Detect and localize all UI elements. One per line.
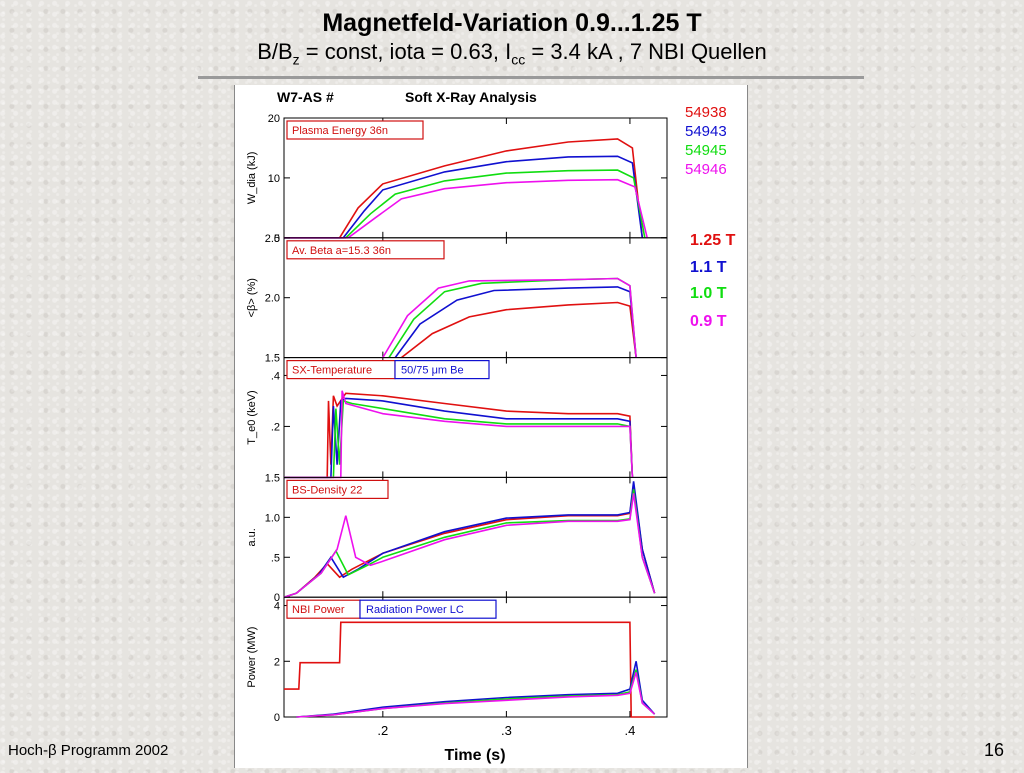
series-line-1-54946 xyxy=(382,277,637,359)
subtitle-part-2: = const, iota = 0.63, I xyxy=(299,39,512,64)
panel-label-1: Av. Beta a=15.3 36n xyxy=(292,245,391,257)
legend-shot-54938: 54938 xyxy=(685,104,727,121)
ytick-label-1-0: 1.5 xyxy=(265,353,280,365)
legend-shot-54946: 54946 xyxy=(685,161,727,178)
ytick-label-0-1: 10 xyxy=(268,173,280,185)
series-line-2-54945 xyxy=(284,399,634,479)
legend-shot-54945: 54945 xyxy=(685,142,727,159)
panel-label-0: Plasma Energy 36n xyxy=(292,125,388,137)
chart-header-right: Soft X-Ray Analysis xyxy=(405,89,537,105)
chart-header-left: W7-AS # xyxy=(277,89,334,105)
panel-label-2: SX-Temperature xyxy=(292,365,372,377)
ytick-label-3-1: .5 xyxy=(271,552,280,564)
slide-title-block: Magnetfeld-Variation 0.9...1.25 T B/Bz =… xyxy=(0,8,1024,73)
xtick-label-0: .2 xyxy=(377,723,388,738)
ytick-label-4-1: 2 xyxy=(274,656,280,668)
ytick-label-3-3: 1.5 xyxy=(265,472,280,484)
ytick-label-3-0: 0 xyxy=(274,592,280,604)
subtitle-sub-cc: cc xyxy=(511,51,526,68)
x-axis-label: Time (s) xyxy=(444,747,505,764)
panel-ylabel-2: T_e0 (keV) xyxy=(246,390,258,444)
series-line-2-54946 xyxy=(284,390,634,479)
panel-label-box-1 xyxy=(286,240,445,260)
series-line-3-54945 xyxy=(283,489,656,598)
series-line-0-54943 xyxy=(284,155,644,239)
series-line-2-54938 xyxy=(284,392,634,479)
series-line-0-54945 xyxy=(284,169,646,239)
ytick-label-0-2: 20 xyxy=(268,113,280,125)
series-line-4-54938 xyxy=(284,621,655,718)
ytick-label-2-0: .2 xyxy=(271,421,280,433)
title-rule xyxy=(198,76,864,79)
series-line-4-54946 xyxy=(296,672,656,718)
panel-label2-4: Radiation Power LC xyxy=(366,604,464,616)
series-line-3-54943 xyxy=(283,481,656,598)
legend-field-54946: 0.9 T xyxy=(690,313,727,330)
panel-label-3: BS-Density 22 xyxy=(292,484,362,496)
panel-label-4: NBI Power xyxy=(292,604,345,616)
page-number: 16 xyxy=(984,740,1005,760)
panel-ylabel-3: a.u. xyxy=(246,528,258,546)
series-line-4-54943 xyxy=(296,661,656,718)
ytick-label-4-2: 4 xyxy=(274,601,280,613)
series-line-0-54938 xyxy=(284,138,644,239)
ytick-label-0-0: 0 xyxy=(274,233,280,245)
panel-label2-2: 50/75 μm Be xyxy=(401,365,464,377)
series-line-0-54946 xyxy=(284,178,648,239)
ytick-label-1-2: 2.5 xyxy=(265,233,280,245)
footer-program: Hoch-β Programm 2002 xyxy=(8,742,169,759)
series-line-2-54943 xyxy=(284,397,634,479)
legend-shot-54943: 54943 xyxy=(685,123,727,140)
subtitle-part-3: = 3.4 kA , 7 NBI Quellen xyxy=(525,39,767,64)
xtick-label-1: .3 xyxy=(501,723,512,738)
panel-label2-box-4 xyxy=(359,599,497,619)
panel-ylabel-4: Power (MW) xyxy=(246,627,258,688)
figure-panel: W7-AS # Soft X-Ray Analysis 0 10 20 W_dia (kJ… xyxy=(234,85,748,768)
series-line-1-54943 xyxy=(394,286,637,359)
panel-ylabel-1: <β> (%) xyxy=(246,278,258,317)
panel-label-box-3 xyxy=(286,479,389,499)
series-line-3-54946 xyxy=(283,493,656,598)
panel-label-box-0 xyxy=(286,120,424,140)
legend-field-54938: 1.25 T xyxy=(690,232,736,249)
ytick-label-2-1: .4 xyxy=(271,370,280,382)
legend-field-54943: 1.1 T xyxy=(690,259,727,276)
ytick-label-3-2: 1.0 xyxy=(265,512,280,524)
panel-ylabel-0: W_dia (kJ) xyxy=(246,152,258,205)
slide-title: Magnetfeld-Variation 0.9...1.25 T xyxy=(322,9,702,37)
ytick-label-4-0: 0 xyxy=(274,712,280,724)
panel-frame-4 xyxy=(283,596,668,718)
xtick-label-2: .4 xyxy=(625,723,636,738)
ytick-label-1-1: 2.0 xyxy=(265,293,280,305)
series-line-1-54938 xyxy=(400,301,637,359)
slide-subtitle: B/Bz = const, iota = 0.63, Icc = 3.4 kA … xyxy=(0,38,1024,73)
legend-field-54945: 1.0 T xyxy=(690,285,727,302)
subtitle-sub-z: z xyxy=(292,51,300,68)
subtitle-part-1: B/B xyxy=(257,39,293,64)
panel-label2-box-2 xyxy=(394,360,490,380)
